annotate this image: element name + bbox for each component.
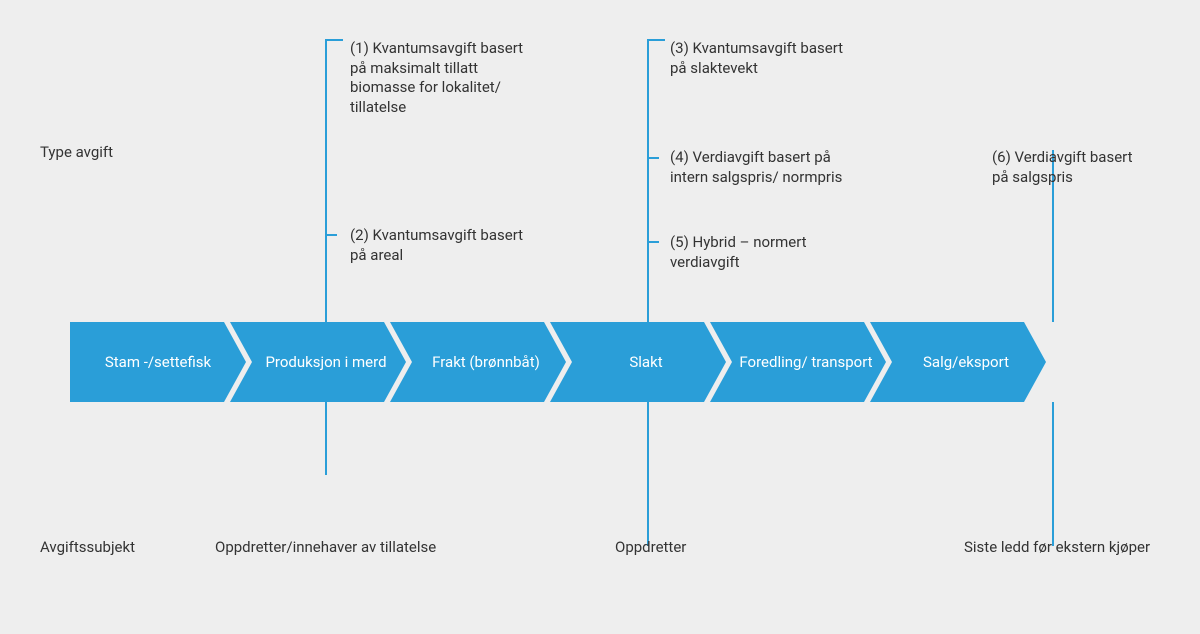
subject-2: Oppdretter bbox=[615, 538, 686, 558]
type-avgift-label: Type avgift bbox=[40, 143, 113, 163]
bracket-top-1 bbox=[325, 39, 343, 41]
annotation-2: (2) Kvantumsavgift basert på areal bbox=[350, 226, 540, 265]
process-step-label: Frakt (brønnbåt) bbox=[390, 322, 566, 402]
process-step-label: Salg/eksport bbox=[870, 322, 1046, 402]
process-step-label: Stam -/settefisk bbox=[70, 322, 246, 402]
diagram-canvas: Type avgift Avgiftssubjekt (1) Kvantumsa… bbox=[0, 0, 1200, 634]
annotation-3: (3) Kvantumsavgift basert på slaktevekt bbox=[670, 39, 850, 78]
process-step-label: Produksjon i merd bbox=[230, 322, 406, 402]
annotation-4: (4) Verdiavgift basert på intern salgspr… bbox=[670, 148, 850, 187]
subject-3: Siste ledd før ekstern kjøper bbox=[964, 538, 1150, 558]
annotation-6: (6) Verdiavgift basert på salgspris bbox=[992, 148, 1152, 187]
process-step-label: Foredling/ transport bbox=[710, 322, 886, 402]
process-step: Foredling/ transport bbox=[710, 322, 886, 402]
connector-line-2-top bbox=[647, 39, 649, 322]
subject-1: Oppdretter/innehaver av tillatelse bbox=[215, 538, 436, 558]
annotation-5: (5) Hybrid – normert verdiavgift bbox=[670, 233, 850, 272]
connector-line-3-bottom bbox=[1052, 402, 1054, 546]
process-step: Frakt (brønnbåt) bbox=[390, 322, 566, 402]
tick-a2 bbox=[325, 234, 337, 236]
connector-line-1-top bbox=[325, 39, 327, 322]
tick-a5 bbox=[647, 241, 659, 243]
tick-a4 bbox=[647, 157, 659, 159]
process-step: Salg/eksport bbox=[870, 322, 1046, 402]
connector-line-1-bottom bbox=[325, 402, 327, 475]
bracket-top-2 bbox=[647, 39, 665, 41]
process-step: Produksjon i merd bbox=[230, 322, 406, 402]
avgiftssubjekt-label: Avgiftssubjekt bbox=[40, 538, 135, 558]
process-flow: Stam -/settefiskProduksjon i merdFrakt (… bbox=[70, 322, 1150, 402]
process-step: Slakt bbox=[550, 322, 726, 402]
annotation-1: (1) Kvantumsavgift basert på maksimalt t… bbox=[350, 39, 540, 117]
process-step: Stam -/settefisk bbox=[70, 322, 246, 402]
connector-line-2-bottom bbox=[647, 402, 649, 546]
process-step-label: Slakt bbox=[550, 322, 726, 402]
